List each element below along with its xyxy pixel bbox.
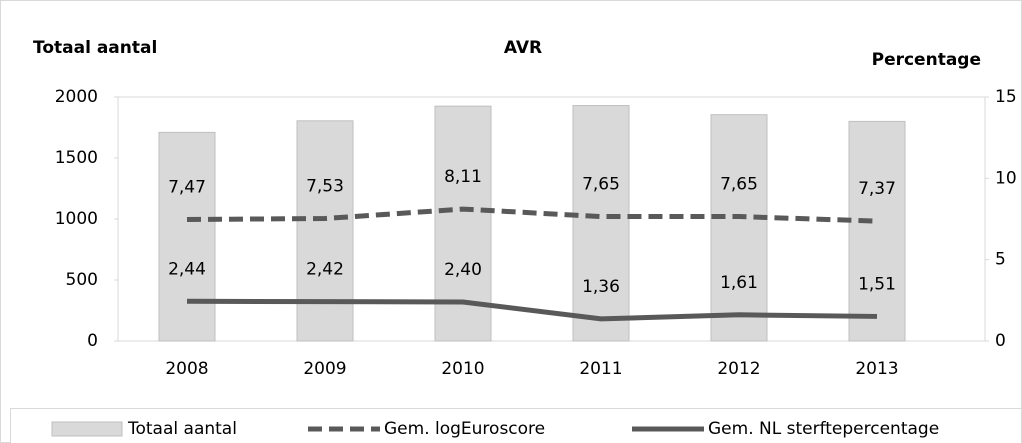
y-axis-label: Totaal aantal <box>33 38 157 58</box>
x-tick-label: 2010 <box>441 359 484 379</box>
line <box>186 206 878 224</box>
y-tick-label: 2000 <box>55 87 98 107</box>
x-tick-label: 2013 <box>855 359 898 379</box>
y-tick-label: 1500 <box>55 148 98 168</box>
data-label: 7,53 <box>306 177 344 197</box>
legend-label: Gem. logEuroscore <box>384 419 545 439</box>
data-label: 1,61 <box>720 273 758 293</box>
data-label: 2,42 <box>306 260 344 280</box>
y2-tick-label: 15 <box>995 87 1017 107</box>
chart-title: AVR <box>504 38 542 58</box>
data-label: 1,36 <box>582 277 620 297</box>
y-tick-label: 0 <box>87 331 98 351</box>
bar <box>848 120 906 342</box>
data-label: 7,47 <box>168 177 206 197</box>
bar <box>296 120 354 342</box>
data-label: 2,40 <box>444 260 482 280</box>
y2-tick-label: 0 <box>995 331 1006 351</box>
bar <box>572 105 630 342</box>
data-label: 8,11 <box>444 167 482 187</box>
y2-tick-label: 10 <box>995 168 1017 188</box>
legend-label: Totaal aantal <box>127 419 237 439</box>
x-tick-label: 2011 <box>579 359 622 379</box>
legend-label: Gem. NL sterftepercentage <box>708 419 939 439</box>
y2-tick-label: 5 <box>995 250 1006 270</box>
legend-swatch <box>51 421 123 437</box>
bar <box>710 114 768 342</box>
y-tick-label: 500 <box>66 270 98 290</box>
data-label: 1,51 <box>858 274 896 294</box>
y2-axis-label: Percentage <box>872 50 981 70</box>
data-label: 7,37 <box>858 179 896 199</box>
x-tick-label: 2012 <box>717 359 760 379</box>
y-tick-label: 1000 <box>55 209 98 229</box>
data-label: 7,65 <box>582 175 620 195</box>
legend-frame <box>10 408 1022 443</box>
x-tick-label: 2008 <box>165 359 208 379</box>
bar <box>158 131 216 342</box>
data-label: 2,44 <box>168 259 206 279</box>
x-tick-label: 2009 <box>303 359 346 379</box>
line <box>186 298 878 322</box>
data-label: 7,65 <box>720 175 758 195</box>
